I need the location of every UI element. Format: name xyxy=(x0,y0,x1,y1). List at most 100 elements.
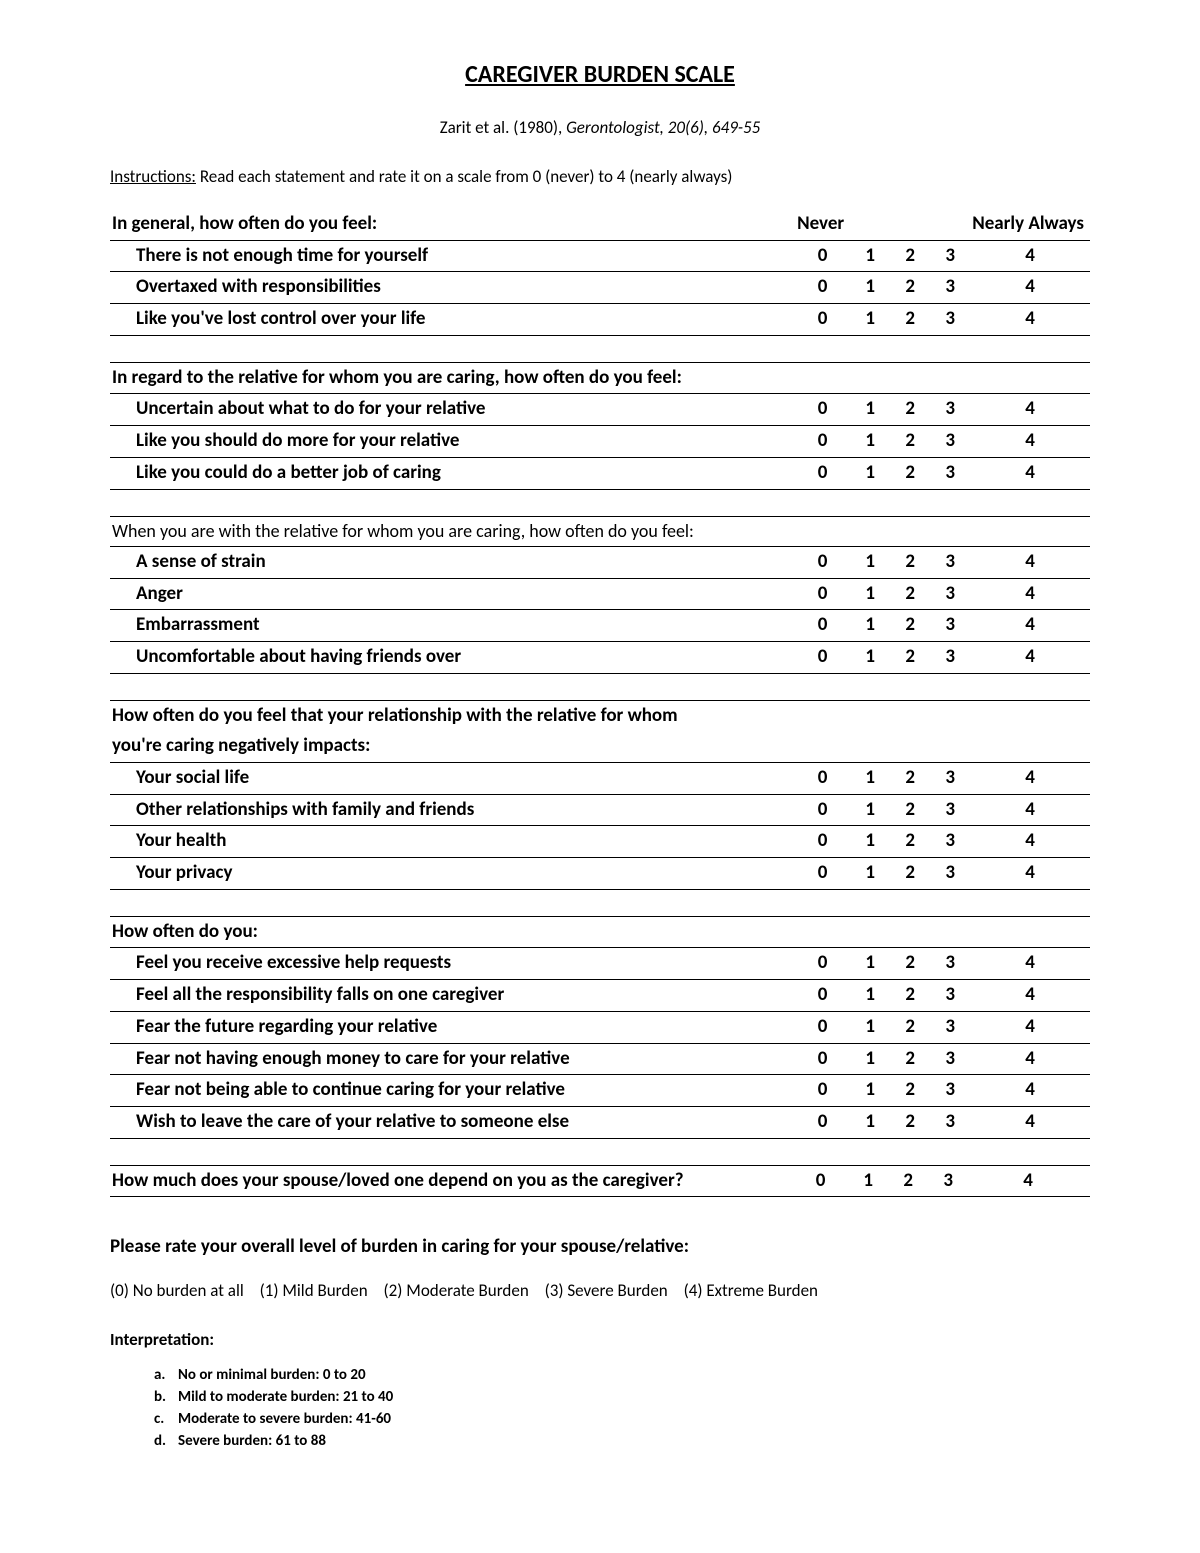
scale-value[interactable]: 3 xyxy=(930,763,970,795)
scale-value[interactable]: 2 xyxy=(890,578,930,610)
scale-value[interactable]: 1 xyxy=(850,426,890,458)
scale-value[interactable]: 1 xyxy=(850,763,890,795)
scale-value[interactable]: 2 xyxy=(890,546,930,578)
scale-value[interactable]: 1 xyxy=(850,641,890,673)
scale-value[interactable]: 4 xyxy=(970,1106,1090,1138)
scale-value[interactable]: 4 xyxy=(970,426,1090,458)
scale-value[interactable]: 2 xyxy=(890,1106,930,1138)
scale-value[interactable]: 3 xyxy=(930,826,970,858)
scale-value[interactable]: 4 xyxy=(970,272,1090,304)
scale-value[interactable]: 0 xyxy=(795,1106,850,1138)
scale-value[interactable]: 0 xyxy=(795,948,850,980)
scale-value[interactable]: 1 xyxy=(850,826,890,858)
scale-value[interactable]: 1 xyxy=(850,948,890,980)
scale-value[interactable]: 1 xyxy=(850,1011,890,1043)
scale-value[interactable]: 3 xyxy=(930,1165,970,1197)
scale-value[interactable]: 3 xyxy=(930,457,970,489)
scale-value[interactable]: 4 xyxy=(970,578,1090,610)
scale-value[interactable]: 4 xyxy=(970,546,1090,578)
scale-value[interactable]: 1 xyxy=(850,1165,890,1197)
scale-value[interactable]: 2 xyxy=(890,1043,930,1075)
overall-option[interactable]: (0) No burden at all xyxy=(110,1280,244,1301)
scale-value[interactable]: 1 xyxy=(850,1106,890,1138)
scale-value[interactable]: 4 xyxy=(970,394,1090,426)
scale-value[interactable]: 1 xyxy=(850,858,890,890)
scale-value[interactable]: 2 xyxy=(890,394,930,426)
scale-value[interactable]: 0 xyxy=(795,794,850,826)
scale-value[interactable]: 2 xyxy=(890,794,930,826)
scale-value[interactable]: 4 xyxy=(970,1011,1090,1043)
scale-value[interactable]: 0 xyxy=(795,578,850,610)
scale-value[interactable]: 2 xyxy=(890,457,930,489)
scale-value[interactable]: 4 xyxy=(970,610,1090,642)
scale-value[interactable]: 4 xyxy=(970,794,1090,826)
scale-value[interactable]: 0 xyxy=(795,240,850,272)
scale-value[interactable]: 2 xyxy=(890,426,930,458)
scale-value[interactable]: 4 xyxy=(970,1165,1090,1197)
overall-option[interactable]: (2) Moderate Burden xyxy=(384,1280,529,1301)
scale-value[interactable]: 1 xyxy=(850,794,890,826)
scale-value[interactable]: 0 xyxy=(795,1011,850,1043)
scale-value[interactable]: 4 xyxy=(970,980,1090,1012)
scale-value[interactable]: 2 xyxy=(890,826,930,858)
scale-value[interactable]: 0 xyxy=(795,546,850,578)
scale-value[interactable]: 3 xyxy=(930,240,970,272)
scale-value[interactable]: 1 xyxy=(850,457,890,489)
scale-value[interactable]: 2 xyxy=(890,1165,930,1197)
scale-value[interactable]: 0 xyxy=(795,763,850,795)
scale-value[interactable]: 3 xyxy=(930,794,970,826)
scale-value[interactable]: 1 xyxy=(850,394,890,426)
scale-value[interactable]: 2 xyxy=(890,1075,930,1107)
scale-value[interactable]: 3 xyxy=(930,610,970,642)
scale-value[interactable]: 0 xyxy=(795,641,850,673)
scale-value[interactable]: 0 xyxy=(795,426,850,458)
scale-value[interactable]: 3 xyxy=(930,641,970,673)
scale-value[interactable]: 1 xyxy=(850,272,890,304)
scale-value[interactable]: 1 xyxy=(850,980,890,1012)
scale-value[interactable]: 4 xyxy=(970,240,1090,272)
scale-value[interactable]: 0 xyxy=(795,457,850,489)
scale-value[interactable]: 0 xyxy=(795,826,850,858)
scale-value[interactable]: 3 xyxy=(930,948,970,980)
scale-value[interactable]: 3 xyxy=(930,304,970,336)
scale-value[interactable]: 2 xyxy=(890,272,930,304)
scale-value[interactable]: 3 xyxy=(930,1011,970,1043)
scale-value[interactable]: 3 xyxy=(930,858,970,890)
scale-value[interactable]: 3 xyxy=(930,578,970,610)
scale-value[interactable]: 0 xyxy=(795,980,850,1012)
scale-value[interactable]: 0 xyxy=(795,1043,850,1075)
scale-value[interactable]: 0 xyxy=(795,394,850,426)
overall-option[interactable]: (1) Mild Burden xyxy=(260,1280,368,1301)
scale-value[interactable]: 2 xyxy=(890,641,930,673)
scale-value[interactable]: 3 xyxy=(930,1106,970,1138)
scale-value[interactable]: 3 xyxy=(930,1043,970,1075)
scale-value[interactable]: 2 xyxy=(890,1011,930,1043)
scale-value[interactable]: 2 xyxy=(890,240,930,272)
scale-value[interactable]: 0 xyxy=(795,610,850,642)
scale-value[interactable]: 4 xyxy=(970,457,1090,489)
scale-value[interactable]: 2 xyxy=(890,304,930,336)
scale-value[interactable]: 0 xyxy=(795,858,850,890)
scale-value[interactable]: 4 xyxy=(970,1043,1090,1075)
scale-value[interactable]: 4 xyxy=(970,826,1090,858)
scale-value[interactable]: 1 xyxy=(850,304,890,336)
scale-value[interactable]: 4 xyxy=(970,948,1090,980)
scale-value[interactable]: 0 xyxy=(795,1075,850,1107)
overall-option[interactable]: (3) Severe Burden xyxy=(545,1280,668,1301)
scale-value[interactable]: 4 xyxy=(970,858,1090,890)
scale-value[interactable]: 2 xyxy=(890,948,930,980)
scale-value[interactable]: 3 xyxy=(930,272,970,304)
scale-value[interactable]: 3 xyxy=(930,1075,970,1107)
scale-value[interactable]: 2 xyxy=(890,763,930,795)
scale-value[interactable]: 1 xyxy=(850,1075,890,1107)
scale-value[interactable]: 3 xyxy=(930,426,970,458)
scale-value[interactable]: 4 xyxy=(970,763,1090,795)
overall-option[interactable]: (4) Extreme Burden xyxy=(684,1280,818,1301)
scale-value[interactable]: 4 xyxy=(970,641,1090,673)
scale-value[interactable]: 0 xyxy=(795,272,850,304)
scale-value[interactable]: 3 xyxy=(930,980,970,1012)
scale-value[interactable]: 3 xyxy=(930,546,970,578)
scale-value[interactable]: 1 xyxy=(850,546,890,578)
scale-value[interactable]: 0 xyxy=(795,304,850,336)
scale-value[interactable]: 2 xyxy=(890,610,930,642)
